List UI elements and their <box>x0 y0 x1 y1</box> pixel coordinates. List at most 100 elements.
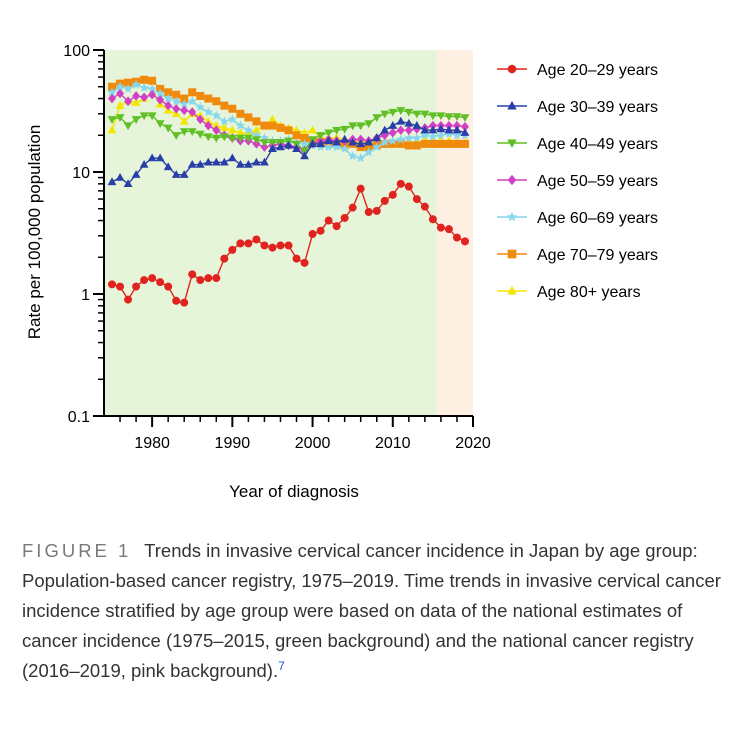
legend-item-7: Age 80+ years <box>497 284 641 301</box>
data-point <box>316 139 325 148</box>
data-point <box>364 208 373 217</box>
data-point <box>404 125 413 136</box>
data-point <box>171 170 181 178</box>
data-point <box>227 153 237 162</box>
legend-item-4: Age 50–59 years <box>497 173 658 190</box>
data-point <box>340 134 350 143</box>
data-point <box>380 137 390 147</box>
data-point <box>348 137 358 146</box>
data-point <box>107 177 117 186</box>
data-point <box>179 99 189 109</box>
data-point <box>204 274 213 283</box>
data-point <box>243 159 253 168</box>
data-point <box>123 122 133 131</box>
data-point <box>243 125 254 135</box>
data-point <box>124 96 133 107</box>
data-point <box>172 90 181 99</box>
data-point <box>259 132 270 143</box>
data-point <box>204 94 213 103</box>
data-point <box>244 239 253 248</box>
figure-label: FIGURE 1 <box>22 540 132 561</box>
data-point <box>268 139 277 147</box>
data-point <box>123 83 133 93</box>
data-point <box>380 196 389 205</box>
data-point <box>404 182 413 191</box>
data-point <box>188 88 197 97</box>
data-point <box>260 142 269 152</box>
caption-text: Trends in invasive cervical cancer incid… <box>22 540 721 681</box>
data-point <box>324 216 333 225</box>
data-point <box>236 239 245 248</box>
data-point <box>203 116 213 125</box>
data-point <box>211 121 221 129</box>
legend-marker <box>506 211 518 222</box>
data-point <box>340 213 349 222</box>
data-point <box>372 114 382 123</box>
data-point <box>428 215 437 224</box>
data-point <box>164 100 173 111</box>
data-point <box>179 170 189 178</box>
data-point <box>252 117 261 126</box>
y-tick-label: 10 <box>72 165 90 182</box>
legend-label: Age 20–29 years <box>537 62 658 79</box>
data-point <box>348 203 357 212</box>
data-point <box>156 278 165 287</box>
data-point <box>428 131 438 141</box>
data-point <box>452 139 461 148</box>
data-point <box>188 107 197 117</box>
data-point <box>147 83 157 93</box>
data-point <box>404 118 414 127</box>
data-point <box>364 120 374 129</box>
data-point <box>195 130 205 139</box>
data-point <box>131 79 141 89</box>
data-point <box>396 139 405 148</box>
legend-marker <box>507 286 517 295</box>
data-point <box>276 123 285 132</box>
data-point <box>124 295 133 304</box>
data-point <box>212 97 221 106</box>
reference-link[interactable]: 7 <box>278 658 285 673</box>
data-point <box>140 75 149 84</box>
data-point <box>124 78 133 87</box>
data-point <box>251 130 262 140</box>
data-point <box>412 141 421 150</box>
data-point <box>460 139 469 148</box>
data-point <box>260 157 269 166</box>
data-point <box>428 112 438 121</box>
data-point <box>236 109 245 118</box>
data-point <box>148 89 157 100</box>
legend-label: Age 70–79 years <box>537 247 658 264</box>
data-point <box>179 128 189 137</box>
legend-item-1: Age 20–29 years <box>497 62 658 79</box>
data-point <box>444 120 453 131</box>
data-point <box>196 114 205 125</box>
data-point <box>388 190 397 199</box>
data-point <box>355 153 366 163</box>
data-point <box>420 125 430 134</box>
data-point <box>372 133 382 142</box>
legend-label: Age 30–39 years <box>537 99 658 116</box>
data-point <box>308 125 317 134</box>
data-point <box>436 124 446 133</box>
data-point <box>460 128 470 136</box>
data-point <box>300 151 309 160</box>
data-point <box>115 81 125 91</box>
data-point <box>108 280 117 289</box>
data-point <box>388 127 397 138</box>
data-point <box>116 88 125 99</box>
data-point <box>260 241 269 250</box>
x-axis-label: Year of diagnosis <box>229 482 359 501</box>
data-point <box>139 159 149 168</box>
data-point <box>211 110 222 120</box>
data-point <box>292 144 301 152</box>
data-point <box>131 170 141 178</box>
data-point <box>163 124 173 133</box>
background-region-pink <box>436 50 473 416</box>
data-point <box>372 206 381 215</box>
data-point <box>300 147 309 156</box>
data-point <box>155 88 165 98</box>
data-point <box>115 114 125 123</box>
line-chart: 0.1 1 10 100 1980 1990 2000 2010 2020 Age 20–29 … <box>25 43 658 501</box>
data-point <box>227 125 237 134</box>
data-point <box>180 94 189 103</box>
